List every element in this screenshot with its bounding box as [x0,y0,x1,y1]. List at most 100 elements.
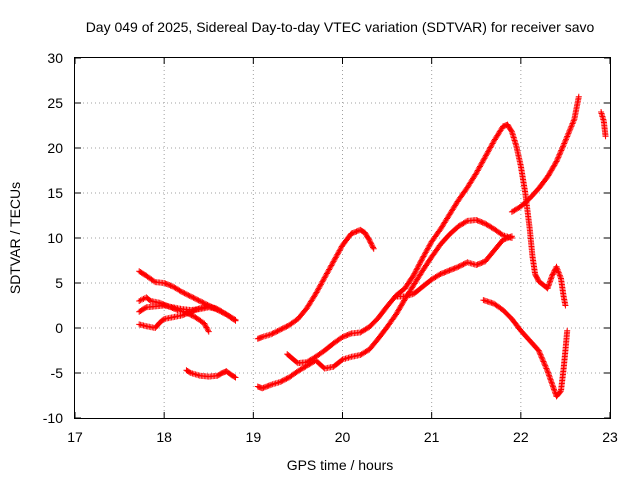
data-point-marker [332,255,339,262]
data-point-marker [565,129,572,136]
data-point-marker [425,244,432,250]
data-point-marker [544,173,551,180]
data-point-marker [552,159,559,166]
data-point-marker [549,164,556,171]
x-tick-label: 23 [602,429,618,445]
data-point-marker [367,239,374,246]
data-point-marker [277,326,284,333]
data-point-marker [410,271,417,278]
data-point-marker [503,235,510,242]
data-point-marker [459,261,466,268]
data-point-marker [370,245,377,252]
data-point-marker [180,311,187,318]
data-point-marker [478,219,485,226]
data-point-marker [393,310,400,317]
data-point-marker [502,235,509,242]
data-point-marker [558,146,565,153]
data-point-marker [137,297,144,304]
data-point-marker [463,218,470,225]
data-point-marker [394,308,401,315]
data-point-marker [441,269,448,276]
data-point-marker [538,354,545,361]
data-point-marker [282,324,289,331]
data-point-marker [185,309,192,316]
data-point-marker [536,350,543,357]
data-point-marker [479,159,486,166]
series-arc-9 [393,233,515,300]
data-point-marker [575,93,582,100]
data-point-marker [279,325,286,332]
data-point-marker [199,299,206,306]
data-point-marker [330,258,337,265]
data-point-marker [564,132,571,139]
data-point-marker [269,330,276,337]
data-point-marker [194,296,201,303]
data-point-marker [563,134,570,141]
data-point-marker [266,382,273,389]
data-point-marker [460,261,467,268]
data-point-marker [232,374,239,381]
data-point-marker [476,163,483,170]
data-point-marker [324,269,331,276]
data-point-marker [186,369,193,376]
data-point-marker [325,267,332,274]
data-point-marker [205,327,212,334]
data-point-marker [553,158,560,165]
data-point-marker [508,233,515,240]
y-tick-label: 20 [47,140,63,156]
data-point-marker [395,306,402,313]
data-point-marker [212,305,219,312]
data-point-marker [555,268,562,275]
data-point-marker [427,241,434,248]
data-point-marker [415,262,422,269]
data-point-marker [189,312,196,319]
data-point-marker [412,267,419,274]
data-point-marker [473,262,480,268]
data-point-marker [323,271,330,278]
data-point-marker [417,258,424,265]
data-point-marker [508,127,515,134]
data-point-marker [473,217,480,223]
x-axis-title: GPS time / hours [287,457,394,473]
data-point-marker [488,143,495,150]
data-point-marker [561,139,568,146]
data-point-marker [278,378,285,385]
data-point-marker [487,144,494,151]
data-point-marker [480,156,487,163]
data-point-marker [555,269,562,276]
data-point-marker [320,277,327,284]
data-point-marker [350,229,357,236]
data-point-marker [568,123,575,130]
data-point-marker [347,330,354,337]
series-arc-5 [183,367,239,381]
data-point-marker [454,264,461,271]
data-point-marker [202,321,209,328]
data-point-marker [190,307,197,314]
data-point-marker [366,238,373,245]
data-point-marker [318,280,325,286]
x-tick-label: 17 [67,429,83,445]
data-point-marker [411,270,418,277]
data-point-marker [482,152,489,159]
data-point-marker [337,246,344,253]
data-point-marker [549,272,556,279]
series-arc-6 [254,226,377,342]
series-arc-8 [254,217,515,392]
data-point-marker [179,289,185,295]
data-point-marker [412,269,419,276]
data-point-marker [475,260,482,267]
data-point-marker [265,382,272,389]
data-point-marker [570,119,577,126]
data-point-marker [201,300,208,307]
data-point-marker [476,164,483,171]
data-point-marker [539,355,546,362]
data-point-marker [277,379,284,385]
series-arc-11 [480,297,571,400]
data-point-marker [195,305,202,312]
data-point-marker [326,265,333,272]
data-point-marker [321,274,328,281]
data-point-marker [260,384,267,391]
data-point-marker [550,268,557,275]
data-point-marker [282,376,289,383]
data-point-marker [483,151,490,158]
